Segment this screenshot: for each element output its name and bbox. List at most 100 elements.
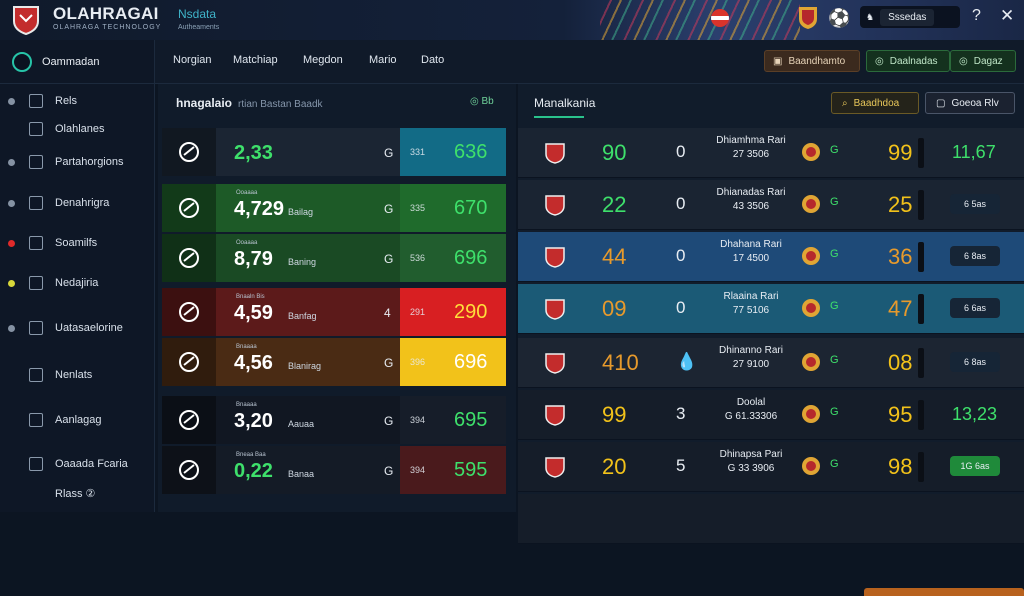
match-name: Doolal [736, 397, 766, 408]
match-row[interactable]: 410 💧 Dhinanno Rari 27 9100 G 08 6 8as [518, 338, 1024, 388]
sidebar-item-4[interactable]: Soamilfs [0, 230, 155, 256]
bet-chip[interactable]: 1G 6as [950, 456, 1000, 476]
match-sub: 77 5106 [732, 305, 770, 316]
matches-button-0[interactable]: ⌕ Baadhdoa [831, 92, 919, 114]
odds-row-tag: Baning [288, 257, 317, 267]
away-crest-icon [800, 455, 822, 477]
status-dot-icon [8, 158, 15, 166]
odds-button[interactable]: 335 670 [400, 184, 506, 232]
matches-button-1[interactable]: ▢ Goeoa Rlv [925, 92, 1015, 114]
bet-chip[interactable]: 6 8as [950, 352, 1000, 372]
match-count: 0 [676, 194, 686, 213]
odds-button[interactable]: 394 595 [400, 446, 506, 494]
match-row[interactable]: 90 0 Dhiamhma Rari 27 3506 G 99 11,67 [518, 128, 1024, 178]
odds-value: 695 [454, 408, 488, 431]
odds-panel-title: hnagalaio rtian Bastan Baadk [176, 96, 323, 110]
sidebar-item-8[interactable]: Aanlagag [0, 407, 155, 433]
team-logo-icon [162, 128, 216, 176]
odds-button[interactable]: 291 290 [400, 288, 506, 336]
bet-chip[interactable]: 6 5as [950, 194, 1000, 214]
odds-button[interactable]: 394 695 [400, 396, 506, 444]
match-count: 5 [676, 456, 686, 475]
nav-button-1[interactable]: ◎ Daalnadas [866, 50, 950, 72]
nav-item-4[interactable]: Dato [421, 54, 445, 66]
brand-shield-icon [13, 6, 39, 35]
match-info: Doolal G 61.33306 [714, 396, 788, 424]
sidebar-item-0[interactable]: Rels [0, 88, 155, 114]
odds-row-count: G [384, 146, 394, 160]
odds-row[interactable]: Ooaaaa 8,79 Baning G 536 696 [162, 234, 506, 282]
sidebar-item-icon [29, 236, 43, 250]
sidebar-item-label: Partahorgions [55, 156, 124, 168]
away-score: 99 [888, 140, 913, 165]
bottom-strip [864, 588, 1024, 596]
sidebar-item-2[interactable]: Partahorgions [0, 149, 155, 175]
odds-button[interactable]: 331 636 [400, 128, 506, 176]
odds-row-value: 2,33 [234, 142, 273, 164]
match-row[interactable]: 99 3 Doolal G 61.33306 G 95 13,23 [518, 390, 1024, 440]
sidebar-item-label: Uatasaelorine [55, 322, 123, 334]
ball-icon[interactable]: ⚽ [828, 8, 851, 28]
odds-button[interactable]: 536 696 [400, 234, 506, 282]
odds-row-value: 8,79 [234, 248, 273, 270]
odds-row[interactable]: Ooaaaa 4,729 Bailag G 335 670 [162, 184, 506, 232]
sidebar-item-icon [29, 457, 43, 471]
help-icon[interactable]: ? [972, 7, 981, 24]
away-score: 08 [888, 350, 913, 375]
sidebar-item-5[interactable]: Nedajiria [0, 270, 155, 296]
odds-small: 396 [410, 357, 426, 367]
odds-row[interactable]: Bneaa Baa 0,22 Banaa G 394 595 [162, 446, 506, 494]
match-info: Dhianadas Rari 43 3506 [714, 186, 788, 214]
bet-chip[interactable]: 6 8as [950, 246, 1000, 266]
match-row[interactable]: 09 0 Rlaaina Rari 77 5106 G 47 6 6as [518, 284, 1024, 334]
odds-small: 335 [410, 203, 426, 213]
close-icon[interactable]: ✕ [1000, 6, 1015, 25]
nav-item-2[interactable]: Megdon [303, 54, 343, 66]
sidebar-item-1[interactable]: Olahlanes [0, 116, 155, 142]
user-pill[interactable]: ♞ Sssedas [860, 6, 960, 28]
sidebar-item-icon [29, 122, 43, 136]
odds-row-tag: Banaa [288, 469, 315, 479]
team-crest-icon [544, 352, 566, 374]
nav-item-1[interactable]: Matchiap [233, 54, 278, 66]
app-subtitle: OLAHRAGA TECHNOLOGY [53, 24, 162, 31]
odds-row[interactable]: Bnaaaa 4,56 Blanirag G 396 696 [162, 338, 506, 386]
odds-row-count: G [384, 202, 394, 216]
nav-button-2[interactable]: ◎ Dagaz [950, 50, 1016, 72]
nav-button-0-label: Baandhamto [788, 55, 846, 67]
sidebar-item-label: Oaaada Fcaria [55, 458, 128, 470]
match-row[interactable]: 20 5 Dhinapsa Pari G 33 3906 G 98 1G 6as [518, 442, 1024, 492]
odds-small: 394 [410, 465, 426, 475]
sidebar-item-6[interactable]: Uatasaelorine [0, 315, 155, 341]
odds-value: 670 [454, 196, 488, 219]
sidebar-item-7[interactable]: Nenlats [0, 362, 155, 388]
odds-row[interactable]: Bnaaln Bis 4,59 Banfag 4 291 290 [162, 288, 506, 336]
sidebar-item-3[interactable]: Denahrigra [0, 190, 155, 216]
match-row[interactable]: 22 0 Dhianadas Rari 43 3506 G 25 6 5as [518, 180, 1024, 230]
odds-value: 595 [454, 458, 488, 481]
flag-icon[interactable] [711, 9, 729, 27]
sidebar-item-9[interactable]: Oaaada Fcaria [0, 451, 155, 477]
nav-item-3[interactable]: Mario [369, 54, 397, 66]
sidebar-header[interactable]: Oammadan [0, 40, 154, 84]
odds-button[interactable]: 396 696 [400, 338, 506, 386]
match-row[interactable]: 44 0 Dhahana Rari 17 4500 G 36 6 8as [518, 232, 1024, 282]
crest-icon[interactable] [798, 6, 818, 30]
team-logo-icon [162, 396, 216, 444]
odds-row[interactable]: 2,33 G 331 636 [162, 128, 506, 176]
nav-item-0[interactable]: Norgian [173, 54, 212, 66]
app-title: OLAHRAGAI [53, 4, 159, 23]
match-row[interactable] [518, 494, 1024, 544]
odds-row[interactable]: Bnaaaa 3,20 Aauaa G 394 695 [162, 396, 506, 444]
odds-panel-badge[interactable]: ◎ Bb [470, 96, 494, 107]
match-name: Dhiamhma Rari [716, 135, 786, 146]
odds-row-value: 0,22 [234, 460, 273, 482]
bet-chip[interactable]: 6 6as [950, 298, 1000, 318]
nav-button-0[interactable]: ▣ Baandhamto [764, 50, 860, 72]
match-info: Rlaaina Rari 77 5106 [714, 290, 788, 318]
odds-row-small: Bneaa Baa [236, 452, 266, 458]
odds-row-small: Ooaaaa [236, 240, 258, 246]
match-icon: G [830, 300, 839, 312]
ring-icon: ◎ [875, 55, 884, 67]
sidebar-item-10[interactable]: Rlass ② [0, 480, 155, 506]
